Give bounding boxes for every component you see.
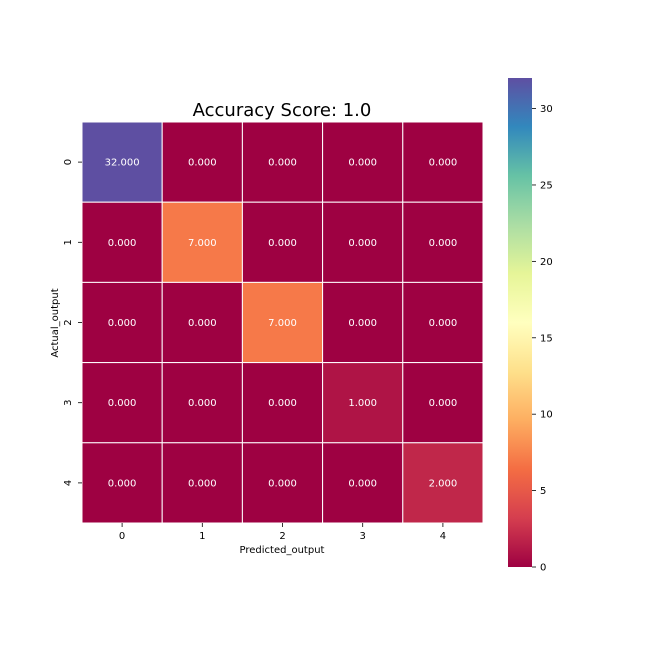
colorbar-tick-label: 20	[540, 257, 553, 268]
y-axis: 0 1 2 3 4	[63, 159, 82, 486]
cell-value-label: 0.000	[188, 398, 217, 409]
heatmap-cell	[322, 281, 404, 364]
heatmap-cell	[241, 362, 324, 444]
cell-value-label: 1.000	[348, 398, 377, 409]
cell-value-label: 0.000	[268, 158, 297, 169]
cell-value-label: 0.000	[348, 478, 377, 489]
heatmap-cell	[241, 281, 324, 364]
cell-value-label: 0.000	[348, 158, 377, 169]
cell-value-label: 0.000	[188, 318, 217, 329]
cell-value-label: 0.000	[348, 238, 377, 249]
cell-value-label: 0.000	[108, 318, 137, 329]
cell-value-label: 0.000	[188, 158, 217, 169]
y-tick-label: 2	[63, 319, 74, 325]
cell-value-label: 0.000	[429, 238, 458, 249]
heatmap-cell	[402, 362, 484, 444]
colorbar-tick-label: 10	[540, 410, 553, 421]
colorbar-tick-label: 30	[540, 104, 553, 115]
heatmap-cell	[402, 281, 484, 364]
x-axis: 0 1 2 3 4	[119, 523, 446, 542]
colorbar-tick-label: 0	[540, 563, 546, 574]
colorbar-tick-label: 15	[540, 333, 553, 344]
heatmap-cell	[161, 121, 243, 203]
heatmap-cell	[402, 442, 484, 524]
cell-value-label: 0.000	[429, 318, 458, 329]
cell-value-label: 0.000	[429, 398, 458, 409]
heatmap-cell	[241, 121, 324, 203]
heatmap-cell	[81, 442, 163, 524]
heatmap-cell	[402, 121, 484, 203]
colorbar-tick-label: 25	[540, 180, 553, 191]
colorbar-gradient	[508, 78, 532, 567]
cell-value-label: 0.000	[429, 158, 458, 169]
y-tick-label: 1	[63, 239, 74, 245]
heatmap-cell	[161, 281, 243, 364]
chart-title: Accuracy Score: 1.0	[193, 100, 372, 121]
y-tick-label: 3	[63, 400, 74, 406]
x-tick-label: 1	[199, 531, 205, 542]
y-tick-label: 0	[63, 159, 74, 165]
heatmap-cell	[241, 201, 324, 283]
heatmap-cells: 32.000 0.000 0.000 0.000 0.000 0.000 7.000 0.00…	[81, 121, 484, 524]
x-tick-label: 0	[119, 531, 125, 542]
y-tick-label: 4	[63, 480, 74, 486]
cell-value-label: 7.000	[188, 238, 217, 249]
y-axis-label: Actual_output	[50, 288, 61, 357]
cell-value-label: 0.000	[268, 478, 297, 489]
heatmap-cell	[322, 362, 404, 444]
x-tick-label: 4	[440, 531, 446, 542]
cell-value-label: 0.000	[108, 238, 137, 249]
x-tick-label: 3	[360, 531, 366, 542]
cell-value-label: 0.000	[268, 398, 297, 409]
cell-value-label: 0.000	[188, 478, 217, 489]
colorbar-tick-label: 5	[540, 486, 546, 497]
heatmap-cell	[241, 442, 324, 524]
x-tick-label: 2	[279, 531, 285, 542]
heatmap-cell	[402, 201, 484, 283]
cell-value-label: 0.000	[348, 318, 377, 329]
cell-value-label: 2.000	[429, 478, 458, 489]
x-axis-label: Predicted_output	[240, 545, 325, 556]
cell-value-label: 0.000	[268, 238, 297, 249]
cell-value-label: 32.000	[105, 158, 140, 169]
colorbar: 0 5 10 15 20 25 30	[508, 78, 553, 574]
heatmap-cell	[322, 121, 404, 203]
heatmap-cell	[81, 121, 163, 203]
cell-value-label: 0.000	[108, 478, 137, 489]
heatmap-cell	[161, 362, 243, 444]
cell-value-label: 7.000	[268, 318, 297, 329]
cell-value-label: 0.000	[108, 398, 137, 409]
heatmap-cell	[161, 442, 243, 524]
heatmap-cell	[81, 201, 163, 283]
